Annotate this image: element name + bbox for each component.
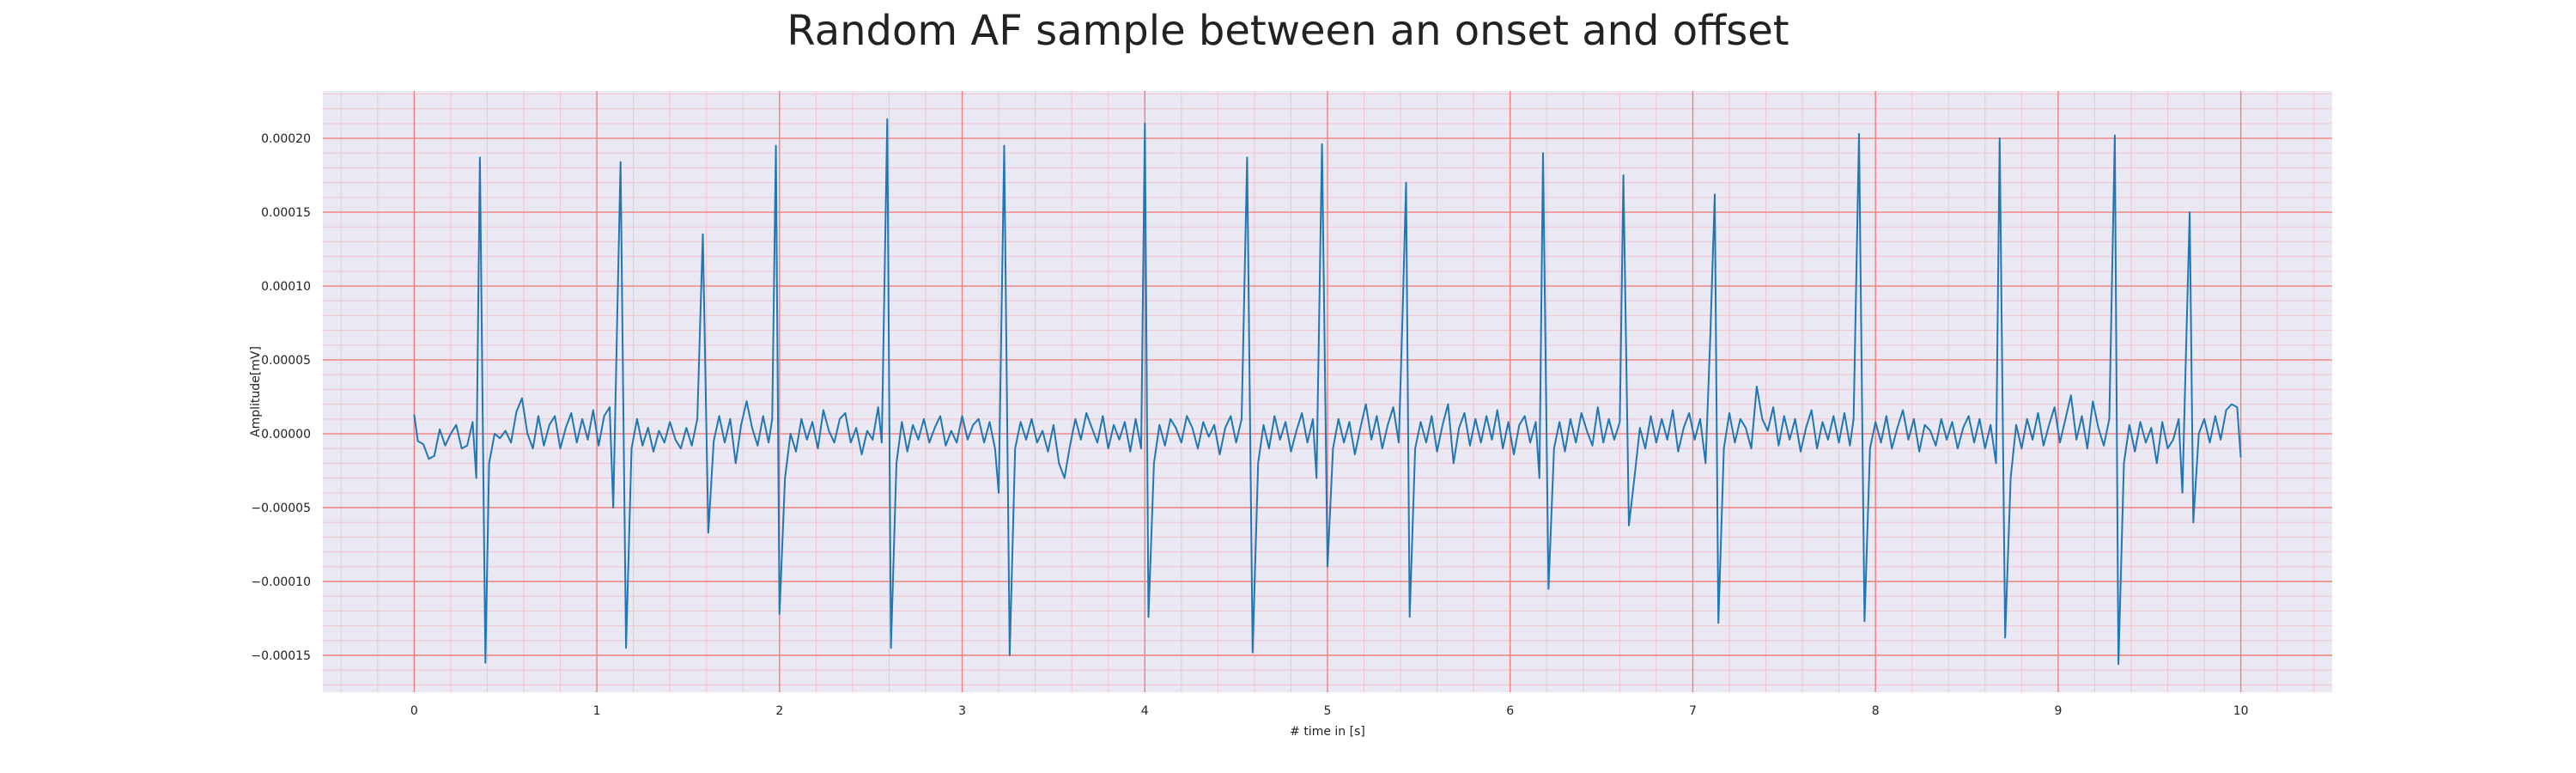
y-tick-label: 0.00015 — [261, 206, 311, 220]
x-axis-label: # time in [s] — [1290, 725, 1365, 739]
x-tick-label: 1 — [593, 704, 601, 718]
y-tick-label: −0.00010 — [251, 575, 311, 589]
x-tick-label: 10 — [2233, 704, 2249, 718]
x-tick-label: 9 — [2054, 704, 2062, 718]
x-tick-label: 6 — [1506, 704, 1514, 718]
x-tick-label: 8 — [1872, 704, 1880, 718]
x-tick-label: 5 — [1324, 704, 1332, 718]
y-tick-label: 0.00010 — [261, 280, 311, 294]
x-tick-label: 4 — [1141, 704, 1149, 718]
x-tick-label: 0 — [410, 704, 418, 718]
y-tick-label: −0.00005 — [251, 502, 311, 515]
y-tick-label: 0.00005 — [261, 354, 311, 368]
y-tick-label: 0.00020 — [261, 132, 311, 146]
y-tick-label: −0.00015 — [251, 649, 311, 663]
x-tick-label: 2 — [775, 704, 783, 718]
x-tick-label: 3 — [958, 704, 966, 718]
x-tick-label: 7 — [1689, 704, 1697, 718]
y-tick-label: 0.00000 — [261, 428, 311, 441]
y-axis-label: Amplitude[mV] — [249, 346, 263, 437]
